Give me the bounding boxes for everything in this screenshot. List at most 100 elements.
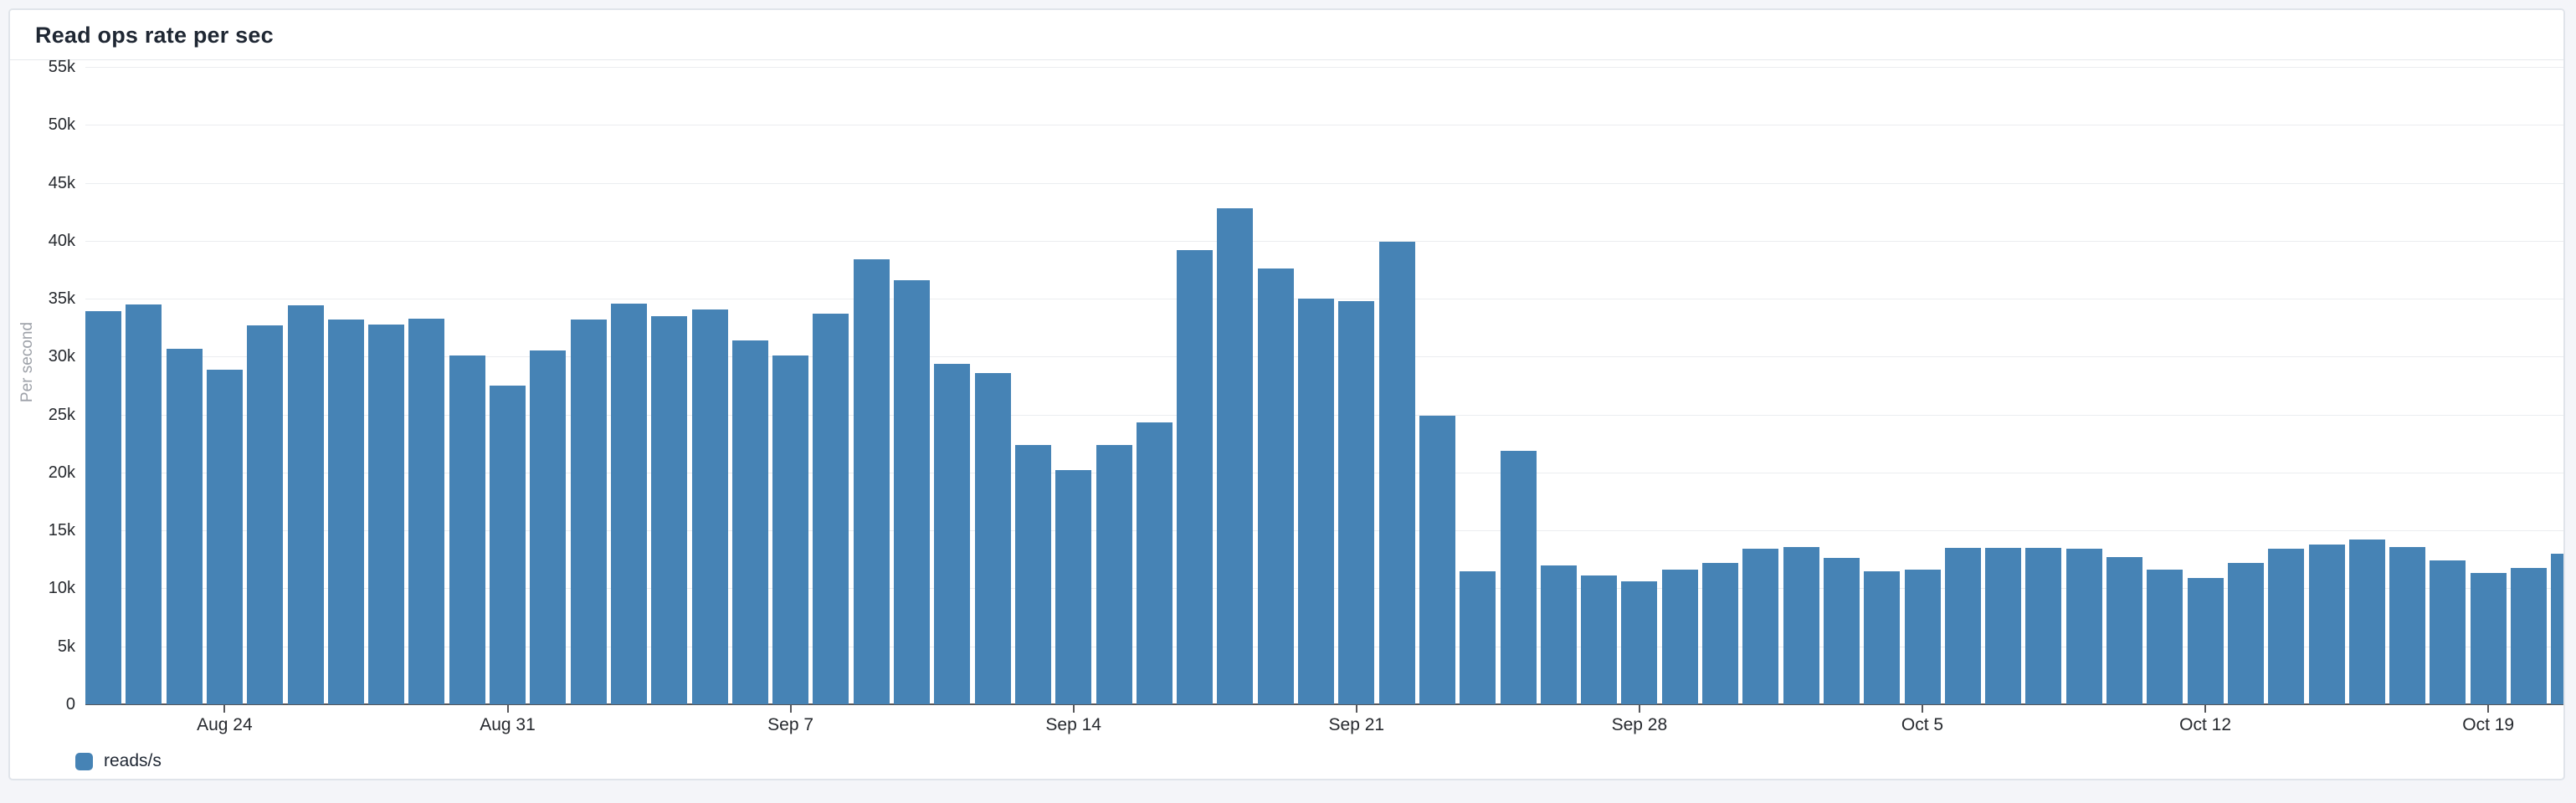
- x-tick-mark-sep-21: [1355, 705, 1357, 713]
- bar-sep-5[interactable]: [691, 309, 728, 704]
- x-tick-label-oct-5: Oct 5: [1901, 715, 1944, 734]
- x-tick-label-sep-7: Sep 7: [767, 715, 814, 734]
- bar-sep-13[interactable]: [1014, 444, 1051, 704]
- bar-aug-29[interactable]: [408, 318, 445, 704]
- y-tick-label-55k: 55k: [48, 58, 75, 76]
- bar-sep-12[interactable]: [974, 372, 1011, 704]
- panel-header[interactable]: Read ops rate per sec: [10, 10, 2563, 60]
- bar-sep-3[interactable]: [610, 303, 647, 704]
- bar-aug-24[interactable]: [206, 369, 243, 704]
- bar-sep-9[interactable]: [853, 258, 890, 704]
- x-tick-mark-sep-28: [1638, 705, 1640, 713]
- x-tick-label-aug-31: Aug 31: [480, 715, 536, 734]
- bar-oct-5[interactable]: [1904, 570, 1941, 704]
- bar-oct-20[interactable]: [2511, 567, 2547, 704]
- x-tick-label-oct-12: Oct 12: [2179, 715, 2232, 734]
- bar-sep-26[interactable]: [1540, 565, 1577, 704]
- bar-sep-8[interactable]: [813, 314, 849, 704]
- bar-sep-6[interactable]: [731, 340, 768, 704]
- bar-oct-13[interactable]: [2227, 562, 2264, 704]
- x-axis-line: [85, 703, 2563, 705]
- bar-sep-30[interactable]: [1702, 562, 1738, 704]
- x-tick-mark-aug-31: [506, 705, 509, 713]
- legend-swatch-icon[interactable]: [75, 752, 93, 770]
- x-tick-label-sep-21: Sep 21: [1328, 715, 1385, 734]
- bar-sep-14[interactable]: [1055, 470, 1092, 704]
- bar-oct-17[interactable]: [2389, 546, 2426, 704]
- bar-sep-22[interactable]: [1378, 242, 1415, 704]
- y-tick-label-45k: 45k: [48, 173, 75, 192]
- y-tick-label-15k: 15k: [48, 521, 75, 540]
- gridline-55000: [85, 67, 2563, 68]
- bar-oct-9[interactable]: [2065, 549, 2102, 704]
- y-tick-label-40k: 40k: [48, 231, 75, 250]
- bar-oct-4[interactable]: [1864, 570, 1901, 704]
- bar-aug-30[interactable]: [449, 355, 485, 704]
- bar-sep-16[interactable]: [1136, 422, 1173, 704]
- bar-oct-2[interactable]: [1783, 546, 1819, 704]
- bar-sep-25[interactable]: [1500, 450, 1537, 704]
- bar-oct-6[interactable]: [1944, 547, 1981, 704]
- x-tick-mark-oct-5: [1922, 705, 1923, 713]
- bar-sep-4[interactable]: [651, 315, 688, 704]
- x-tick-label-sep-28: Sep 28: [1611, 715, 1668, 734]
- bar-sep-21[interactable]: [1338, 300, 1375, 704]
- bar-aug-22[interactable]: [126, 304, 162, 704]
- bar-oct-19[interactable]: [2470, 573, 2507, 704]
- gridline-40000: [85, 240, 2563, 242]
- bar-aug-25[interactable]: [247, 325, 284, 704]
- bar-sep-18[interactable]: [1217, 208, 1254, 704]
- y-tick-label-25k: 25k: [48, 405, 75, 424]
- y-tick-label-5k: 5k: [57, 637, 75, 656]
- bar-aug-21[interactable]: [85, 311, 121, 704]
- chart-panel: Read ops rate per sec 0 5k 10k 15k 20k 25k 30k…: [8, 8, 2565, 780]
- bar-oct-12[interactable]: [2187, 577, 2224, 704]
- bar-oct-15[interactable]: [2308, 544, 2345, 704]
- bar-sep-19[interactable]: [1257, 269, 1294, 704]
- bar-aug-28[interactable]: [368, 324, 405, 704]
- bar-sep-1[interactable]: [530, 350, 567, 704]
- y-tick-label-10k: 10k: [48, 579, 75, 598]
- bar-sep-2[interactable]: [570, 320, 607, 704]
- bar-oct-21[interactable]: [2551, 553, 2563, 704]
- bar-oct-18[interactable]: [2430, 560, 2466, 704]
- bar-sep-7[interactable]: [772, 355, 809, 704]
- legend-series-label[interactable]: reads/s: [104, 751, 162, 770]
- bar-sep-27[interactable]: [1581, 575, 1618, 704]
- panel-title: Read ops rate per sec: [35, 23, 274, 48]
- bar-sep-15[interactable]: [1096, 444, 1132, 704]
- bar-oct-7[interactable]: [1985, 547, 2022, 704]
- y-tick-label-50k: 50k: [48, 115, 75, 135]
- bar-oct-10[interactable]: [2106, 557, 2142, 704]
- bar-aug-31[interactable]: [490, 386, 526, 704]
- x-tick-mark-oct-12: [2204, 705, 2207, 713]
- bar-aug-23[interactable]: [166, 348, 203, 704]
- y-axis-title: Per second: [18, 321, 36, 403]
- bar-sep-11[interactable]: [934, 363, 971, 704]
- bar-sep-28[interactable]: [1621, 581, 1658, 704]
- bar-aug-27[interactable]: [327, 320, 364, 704]
- x-tick-mark-oct-19: [2487, 705, 2490, 713]
- bar-oct-8[interactable]: [2025, 547, 2062, 704]
- x-tick-label-oct-19: Oct 19: [2462, 715, 2515, 734]
- x-tick-label-aug-24: Aug 24: [197, 715, 253, 734]
- legend: reads/s: [75, 751, 162, 771]
- y-tick-label-0: 0: [65, 695, 75, 713]
- bar-oct-11[interactable]: [2147, 570, 2183, 704]
- bar-sep-24[interactable]: [1460, 570, 1496, 704]
- bar-sep-29[interactable]: [1661, 570, 1698, 704]
- bar-sep-23[interactable]: [1419, 416, 1455, 704]
- bar-sep-20[interactable]: [1298, 299, 1334, 704]
- bar-aug-26[interactable]: [287, 305, 324, 704]
- bar-oct-16[interactable]: [2348, 540, 2385, 704]
- bar-sep-10[interactable]: [894, 279, 930, 704]
- x-tick-mark-aug-24: [223, 705, 226, 713]
- bar-oct-14[interactable]: [2268, 549, 2305, 704]
- gridline-45000: [85, 182, 2563, 184]
- bar-oct-1[interactable]: [1742, 549, 1779, 704]
- bar-sep-17[interactable]: [1177, 249, 1214, 704]
- x-tick-label-sep-14: Sep 14: [1045, 715, 1101, 734]
- bar-oct-3[interactable]: [1823, 558, 1860, 704]
- y-tick-label-30k: 30k: [48, 347, 75, 366]
